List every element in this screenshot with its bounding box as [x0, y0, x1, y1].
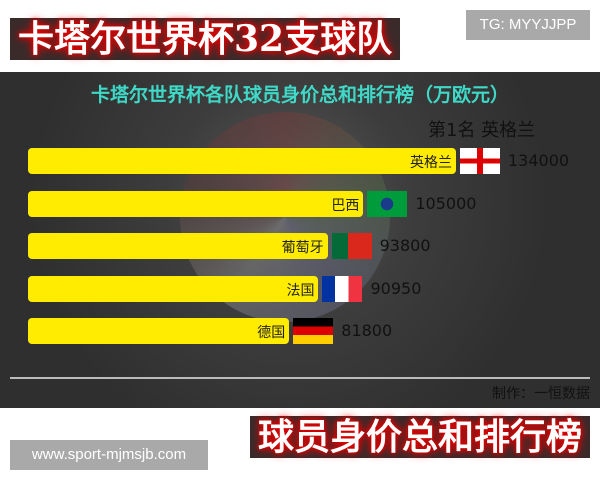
overlay-line2: 球员身价总和排行榜: [249, 416, 590, 458]
value-label: 105000: [415, 193, 477, 213]
bar-england: 英格兰: [28, 148, 456, 174]
bar-label: 巴西: [331, 197, 360, 214]
tg-badge: TG: MYYJJPP: [466, 10, 590, 40]
brazil-flag-icon: [367, 190, 408, 217]
bar-portugal: 葡萄牙: [28, 233, 328, 259]
bar-label: 法国: [286, 282, 315, 299]
value-label: 93800: [379, 236, 431, 255]
germany-flag-icon: [293, 318, 334, 344]
value-label: 134000: [508, 151, 570, 170]
chart-title: 卡塔尔世界杯各队球员身价总和排行榜（万欧元）: [90, 84, 509, 106]
portugal-flag-icon: [331, 233, 372, 259]
bar-brazil: 巴西: [28, 190, 364, 217]
video-frame: 卡塔尔世界杯各队球员身价总和排行榜（万欧元） 第1名 英格兰 英格兰 134000…: [0, 72, 600, 408]
bar-label: 英格兰: [410, 155, 452, 171]
watermark: www.sport-mjmsjb.com: [10, 440, 208, 470]
credit: 制作：一恒数据: [492, 386, 590, 402]
value-label: 90950: [370, 278, 422, 298]
france-flag-icon: [322, 275, 363, 302]
divider: [10, 377, 590, 379]
bar-germany: 德国: [28, 318, 290, 344]
england-flag-icon: [460, 148, 500, 174]
bar-france: 法国: [28, 275, 319, 302]
bar-label: 德国: [257, 325, 286, 341]
bar-label: 葡萄牙: [281, 240, 324, 256]
value-label: 81800: [341, 321, 393, 340]
overlay-line1: 卡塔尔世界杯32支球队: [10, 18, 401, 60]
rank-label: 第1名 英格兰: [428, 120, 536, 141]
